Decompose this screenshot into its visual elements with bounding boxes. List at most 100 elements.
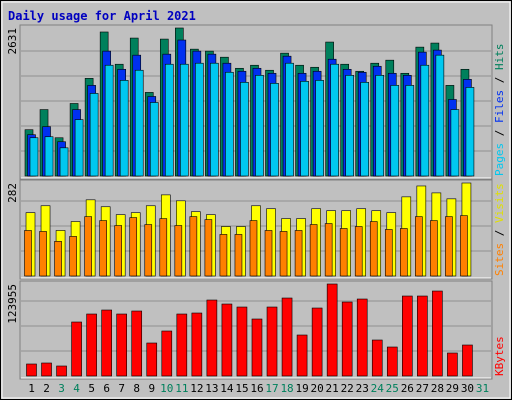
x-tick-label: 4: [73, 382, 80, 395]
legend-separator: /: [493, 70, 506, 90]
bar: [26, 363, 37, 377]
x-tick-label: 8: [133, 382, 140, 395]
x-tick-label: 15: [235, 382, 248, 395]
x-tick-label: 20: [311, 382, 324, 395]
bar: [236, 306, 248, 377]
bar: [430, 220, 438, 277]
bar: [44, 136, 54, 177]
x-tick-label: 14: [220, 382, 234, 395]
bar: [386, 346, 398, 377]
legend: Sites / Visits: [493, 183, 506, 276]
x-tick-label: 17: [265, 382, 278, 395]
bar: [326, 283, 338, 377]
bar: [234, 234, 243, 277]
bar: [360, 82, 370, 177]
bar: [450, 109, 460, 177]
bar: [189, 216, 198, 277]
x-tick-label: 19: [295, 382, 308, 395]
x-tick-label: 12: [190, 382, 203, 395]
bar: [371, 339, 383, 377]
x-tick-label: 7: [118, 382, 125, 395]
bar: [465, 87, 475, 177]
x-tick-label: 25: [386, 382, 399, 395]
x-tick-label: 1: [28, 382, 35, 395]
bar: [225, 71, 234, 177]
bar: [294, 230, 303, 277]
x-tick-label: 6: [103, 382, 110, 395]
bar: [74, 119, 84, 177]
bar: [119, 80, 129, 177]
bar: [146, 342, 158, 377]
y-tick-label: 282: [6, 183, 19, 203]
legend-entry: Pages: [493, 143, 506, 176]
bar: [384, 229, 393, 277]
bar: [432, 290, 443, 377]
bar: [447, 352, 458, 377]
bar: [264, 230, 273, 277]
legend-entry: Files: [493, 90, 506, 123]
bar: [219, 234, 228, 277]
bar: [266, 306, 278, 377]
x-tick-label: 11: [175, 382, 188, 395]
legend: KBytes: [493, 336, 506, 376]
bar: [341, 301, 353, 377]
bar: [402, 295, 413, 377]
x-tick-label: 10: [160, 382, 173, 395]
legend-entry: Visits: [493, 183, 506, 223]
bar: [116, 313, 127, 377]
bar: [59, 147, 69, 177]
bar: [309, 224, 318, 277]
bar: [89, 93, 99, 177]
bar: [144, 224, 153, 277]
bar: [86, 313, 97, 377]
bar: [210, 62, 219, 177]
bar: [445, 216, 453, 277]
bar: [204, 219, 213, 277]
x-tick-label: 9: [148, 382, 155, 395]
bar: [240, 82, 249, 177]
bar: [281, 297, 293, 377]
y-tick-label: 2631: [6, 28, 19, 55]
x-tick-label: 5: [88, 382, 95, 395]
bar: [375, 75, 385, 177]
bar: [345, 75, 354, 177]
bar: [356, 298, 368, 377]
bar: [161, 330, 173, 377]
bar: [54, 241, 62, 277]
bar: [129, 217, 138, 277]
bar: [101, 309, 112, 377]
bar: [41, 362, 52, 377]
x-tick-label: 16: [250, 382, 263, 395]
bar: [131, 310, 143, 377]
bar: [56, 365, 67, 377]
chart-title: Daily usage for April 2021: [8, 9, 196, 23]
bar: [221, 303, 233, 377]
bar: [251, 318, 263, 377]
bar: [300, 81, 309, 177]
bar: [191, 312, 203, 377]
legend-separator: /: [493, 123, 506, 143]
bar: [39, 231, 47, 277]
bar: [255, 75, 264, 177]
bar: [195, 62, 204, 177]
x-tick-label: 23: [356, 382, 369, 395]
x-tick-label: 3: [58, 382, 65, 395]
x-tick-label: 31: [476, 382, 489, 395]
bar: [249, 220, 258, 277]
bar: [174, 225, 183, 277]
bar: [176, 313, 188, 377]
bar: [206, 299, 218, 377]
x-tick-label: 26: [401, 382, 414, 395]
bar: [104, 64, 114, 177]
x-tick-label: 13: [205, 382, 218, 395]
bar: [164, 63, 174, 177]
bar: [405, 85, 415, 177]
bar: [149, 102, 159, 177]
legend-entry: Hits: [493, 44, 506, 71]
x-tick-label: 22: [341, 382, 354, 395]
bar: [354, 226, 363, 277]
y-tick-label: 123955: [6, 284, 19, 324]
x-tick-label: 24: [371, 382, 385, 395]
x-tick-label: 18: [280, 382, 293, 395]
bar: [29, 137, 39, 177]
